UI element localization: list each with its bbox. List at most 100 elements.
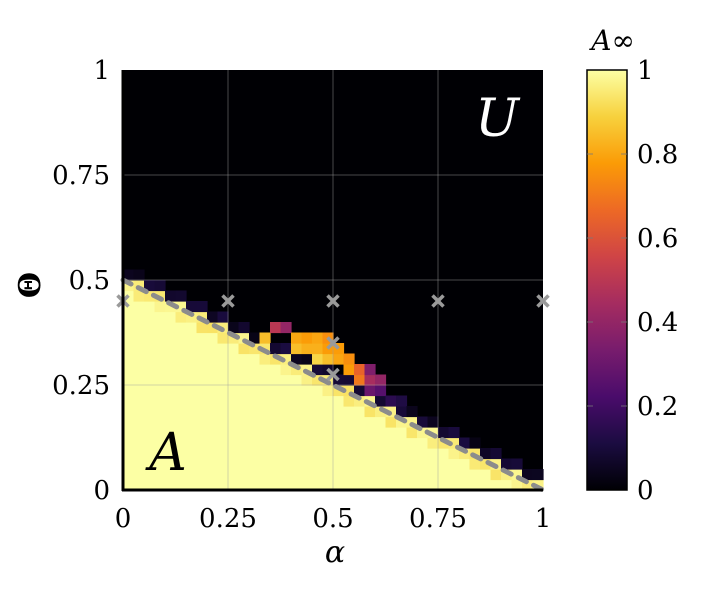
heatmap-cell: [364, 406, 376, 418]
heatmap-cell: [427, 437, 439, 449]
heatmap-cell: [186, 343, 198, 355]
region-label-upper: U: [475, 89, 521, 149]
heatmap-cell: [396, 437, 408, 449]
heatmap-cell: [123, 353, 135, 365]
heatmap-cell: [354, 395, 366, 407]
heatmap-cell: [207, 458, 219, 470]
heatmap-cell: [133, 448, 145, 460]
heatmap-cell: [364, 427, 376, 439]
heatmap-cell: [228, 364, 240, 376]
heatmap-cell: [301, 427, 313, 439]
heatmap-cell: [270, 322, 282, 334]
heatmap-cell: [207, 311, 219, 323]
heatmap-cell: [123, 374, 135, 386]
heatmap-cell: [354, 416, 366, 428]
heatmap-cell: [175, 353, 187, 365]
heatmap-cell: [238, 479, 250, 491]
heatmap-cell: [217, 374, 229, 386]
heatmap-cell: [217, 416, 229, 428]
colorbar-tick-label: 0.6: [637, 224, 678, 254]
heatmap-cell: [175, 406, 187, 418]
heatmap-cell: [280, 437, 292, 449]
heatmap-cell: [280, 374, 292, 386]
heatmap-cell: [249, 469, 261, 481]
heatmap-cell: [417, 427, 429, 439]
heatmap-cell: [196, 479, 208, 491]
heatmap-cell: [207, 343, 219, 355]
heatmap-cell: [291, 395, 303, 407]
heatmap-cell: [354, 385, 366, 397]
heatmap-cell: [343, 437, 355, 449]
heatmap-cell: [301, 469, 313, 481]
heatmap-cell: [249, 343, 261, 355]
heatmap-cell: [249, 437, 261, 449]
heatmap-cell: [196, 343, 208, 355]
heatmap-cell: [417, 437, 429, 449]
heatmap-cell: [165, 332, 177, 344]
heatmap-cell: [270, 437, 282, 449]
heatmap-cell: [270, 374, 282, 386]
heatmap-cell: [343, 479, 355, 491]
heatmap-cell: [333, 343, 345, 355]
heatmap-cell: [438, 479, 450, 491]
heatmap-cell: [207, 469, 219, 481]
heatmap-cell: [154, 437, 166, 449]
heatmap-cell: [144, 374, 156, 386]
heatmap-cell: [123, 479, 135, 491]
heatmap-cell: [333, 406, 345, 418]
heatmap-cell: [396, 427, 408, 439]
heatmap-cell: [133, 343, 145, 355]
heatmap-cell: [165, 448, 177, 460]
heatmap-cell: [280, 395, 292, 407]
heatmap-cell: [396, 448, 408, 460]
heatmap-cell: [354, 364, 366, 376]
heatmap-cell: [228, 479, 240, 491]
heatmap-cell: [217, 437, 229, 449]
heatmap-cell: [175, 416, 187, 428]
y-tick-label: 1: [93, 56, 110, 86]
heatmap-cell: [228, 416, 240, 428]
heatmap-cell: [259, 406, 271, 418]
x-tick-label: 0: [115, 504, 132, 534]
heatmap-cell: [343, 385, 355, 397]
heatmap-cell: [301, 479, 313, 491]
heatmap-cell: [301, 395, 313, 407]
heatmap-cell: [186, 395, 198, 407]
y-tick-labels: 0 0.25 0.5 0.75 1: [52, 56, 110, 506]
heatmap-cell: [301, 374, 313, 386]
heatmap-cell: [364, 374, 376, 386]
heatmap-cell: [396, 479, 408, 491]
heatmap-cell: [385, 458, 397, 470]
heatmap-cell: [228, 427, 240, 439]
heatmap-cell: [438, 458, 450, 470]
heatmap-cells: [123, 70, 544, 491]
heatmap-cell: [154, 374, 166, 386]
heatmap-cell: [186, 385, 198, 397]
heatmap-cell: [133, 290, 145, 302]
heatmap-cell: [417, 448, 429, 460]
heatmap-cell: [448, 469, 460, 481]
heatmap-cell: [322, 406, 334, 418]
heatmap-cell: [186, 479, 198, 491]
heatmap-cell: [144, 448, 156, 460]
heatmap-cell: [207, 416, 219, 428]
heatmap-cell: [238, 322, 250, 334]
heatmap-cell: [417, 479, 429, 491]
heatmap-cell: [217, 427, 229, 439]
heatmap-cell: [343, 427, 355, 439]
heatmap-cell: [165, 469, 177, 481]
heatmap-cell: [312, 427, 324, 439]
heatmap-cell: [259, 374, 271, 386]
heatmap-cell: [154, 416, 166, 428]
heatmap-cell: [123, 427, 135, 439]
heatmap-cell: [144, 406, 156, 418]
heatmap-cell: [270, 343, 282, 355]
heatmap-cell: [280, 406, 292, 418]
heatmap-cell: [280, 458, 292, 470]
heatmap-cell: [291, 353, 303, 365]
heatmap-cell: [165, 427, 177, 439]
heatmap-cell: [448, 448, 460, 460]
heatmap-cell: [312, 448, 324, 460]
heatmap-cell: [144, 311, 156, 323]
